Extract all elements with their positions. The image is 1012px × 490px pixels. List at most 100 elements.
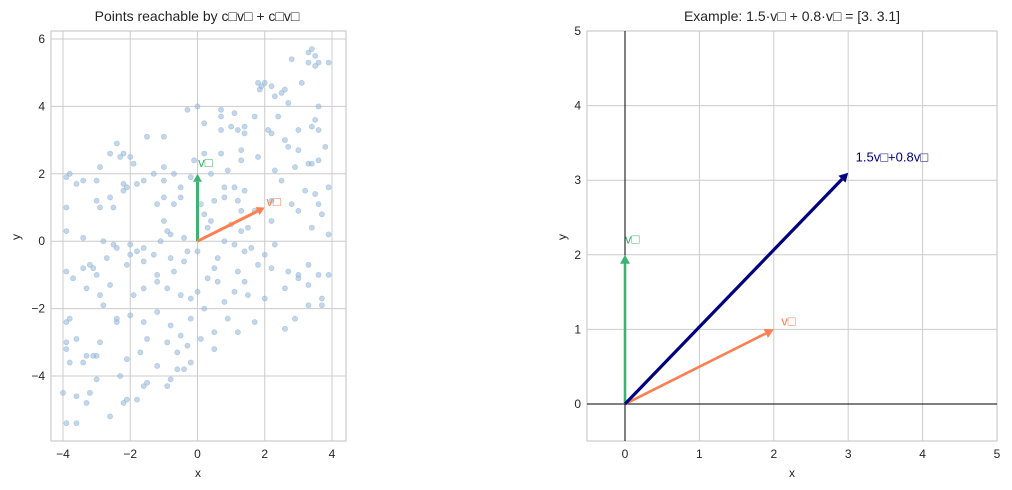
scatter-point — [164, 339, 171, 346]
scatter-point — [231, 288, 238, 295]
right-chart-title: Example: 1.5·v□ + 0.8·v□ = [3. 3.1] — [684, 8, 900, 24]
scatter-point — [204, 275, 211, 282]
scatter-point — [73, 181, 80, 187]
scatter-point — [144, 133, 150, 140]
scatter-point — [181, 258, 187, 265]
scatter-point — [241, 278, 248, 285]
scatter-point — [184, 106, 191, 113]
scatter-point — [167, 231, 174, 238]
scatter-point — [268, 197, 275, 204]
scatter-point — [305, 302, 312, 309]
right-vector-3-label: 1.5v□+0.8v□ — [856, 150, 929, 165]
y-tick-label: 4 — [38, 99, 45, 113]
scatter-point — [271, 167, 278, 174]
scatter-point — [231, 184, 238, 191]
scatter-point — [238, 207, 245, 214]
scatter-point — [167, 322, 174, 329]
scatter-point — [231, 241, 238, 248]
scatter-point — [107, 282, 113, 288]
y-tick-label: −2 — [31, 302, 45, 316]
scatter-point — [292, 315, 298, 322]
plot-frame — [586, 30, 998, 442]
scatter-point — [177, 194, 184, 201]
scatter-point — [214, 255, 221, 261]
scatter-point — [305, 261, 312, 268]
scatter-point — [160, 177, 167, 184]
left-vector-1-label: v□ — [198, 155, 213, 170]
scatter-point — [174, 349, 181, 356]
scatter-point — [288, 201, 295, 208]
right-chart-y-label: y — [555, 234, 569, 240]
scatter-point — [298, 79, 305, 86]
right-chart-x-ticks: 0 1 2 3 4 5 — [622, 447, 1001, 461]
scatter-point — [211, 265, 218, 272]
scatter-point — [187, 295, 194, 302]
scatter-point — [308, 123, 315, 130]
scatter-point — [93, 197, 100, 204]
scatter-point — [103, 255, 110, 261]
scatter-point — [197, 201, 204, 208]
scatter-point — [167, 255, 174, 261]
scatter-point — [204, 224, 211, 231]
scatter-point — [261, 79, 268, 86]
scatter-point — [80, 234, 87, 241]
scatter-point — [164, 383, 171, 390]
scatter-point — [245, 292, 251, 299]
scatter-point — [308, 224, 315, 231]
left-vector-2-arrowhead-icon — [255, 207, 265, 216]
scatter-point — [177, 292, 184, 299]
scatter-point — [282, 285, 288, 292]
scatter-point — [312, 116, 319, 123]
scatter-point — [123, 396, 130, 403]
scatter-point — [100, 238, 107, 245]
scatter-point — [83, 400, 90, 406]
scatter-point — [325, 271, 332, 278]
x-tick-label: −2 — [123, 447, 137, 461]
scatter-point — [187, 174, 194, 181]
right-vector-2-label: v□ — [781, 314, 796, 329]
right-vector-3-shaft — [623, 178, 844, 406]
scatter-point — [171, 268, 177, 275]
left-vector-1-arrowhead-icon — [193, 173, 202, 182]
scatter-point — [268, 83, 275, 90]
scatter-point — [177, 332, 184, 339]
y-tick-label: 2 — [38, 167, 45, 181]
scatter-point — [256, 86, 263, 93]
y-tick-label: 3 — [574, 173, 581, 187]
scatter-point — [140, 177, 147, 184]
scatter-point — [211, 197, 218, 204]
scatter-point — [134, 396, 140, 403]
right-vector-3-arrowhead-icon — [838, 172, 849, 183]
scatter-point — [150, 170, 157, 177]
scatter-point — [154, 278, 161, 285]
scatter-point — [120, 150, 127, 157]
scatter-point — [234, 268, 241, 275]
scatter-point — [110, 241, 117, 248]
scatter-point — [123, 184, 130, 191]
x-tick-label: 4 — [919, 447, 926, 461]
x-tick-label: 4 — [329, 447, 336, 461]
scatter-point — [228, 123, 235, 130]
scatter-point — [322, 143, 329, 150]
scatter-point — [325, 231, 332, 238]
scatter-point — [312, 63, 319, 69]
scatter-point — [221, 194, 228, 201]
scatter-point — [171, 170, 177, 177]
y-tick-label: 2 — [574, 248, 581, 262]
scatter-point — [201, 150, 208, 157]
scatter-point — [241, 248, 248, 255]
scatter-point — [241, 187, 248, 194]
y-tick-label: 5 — [574, 24, 581, 38]
scatter-point — [144, 336, 150, 342]
scatter-point — [295, 147, 302, 154]
scatter-point — [308, 46, 315, 53]
scatter-point — [234, 197, 241, 204]
scatter-point — [308, 160, 315, 167]
scatter-point — [238, 147, 245, 154]
scatter-point — [63, 339, 70, 346]
scatter-point — [288, 56, 295, 63]
scatter-point — [63, 346, 70, 352]
scatter-point — [134, 181, 140, 187]
scatter-point — [160, 164, 167, 170]
scatter-point — [305, 282, 312, 288]
